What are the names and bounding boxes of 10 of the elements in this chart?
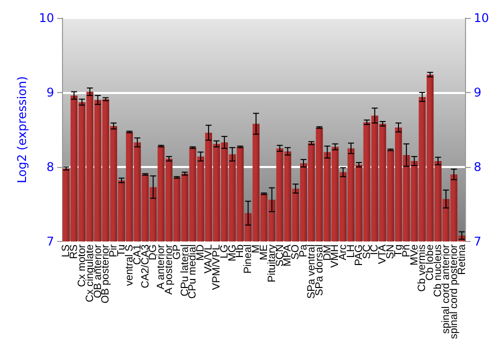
- y2-tick-label: 8: [474, 160, 482, 174]
- y-tick-label: 8: [46, 160, 54, 174]
- y2-tick-label: 9: [474, 85, 482, 100]
- x-tick-label: Pituitary: [266, 244, 278, 282]
- y-tick-label: 7: [46, 234, 54, 248]
- y2-tick-label: 10: [474, 11, 490, 25]
- y-axis-title: Log2 (expression): [15, 76, 29, 184]
- y2-tick-label: 7: [474, 234, 482, 248]
- y-tick-label: 9: [46, 85, 54, 100]
- y-tick-label: 10: [38, 11, 54, 25]
